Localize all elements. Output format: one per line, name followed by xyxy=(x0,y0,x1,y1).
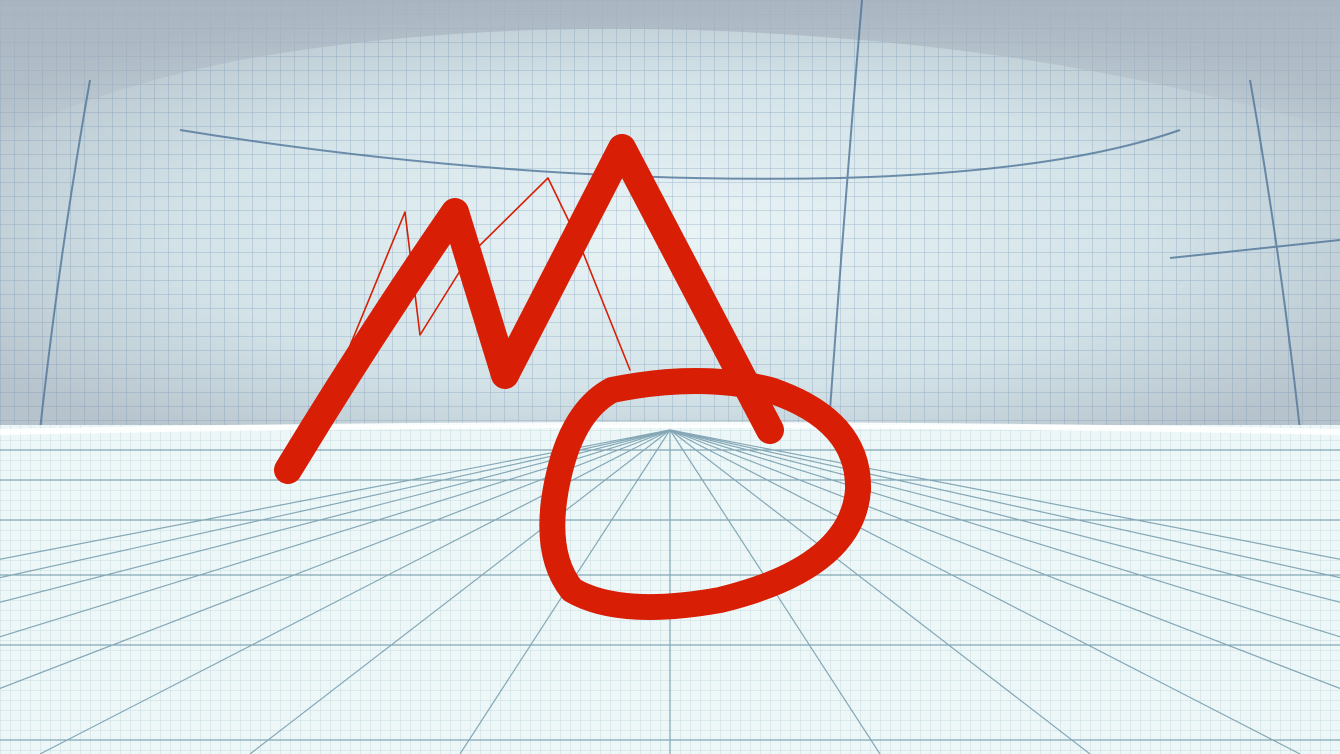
room-edges xyxy=(39,0,1340,431)
mountain-brush-stroke[interactable] xyxy=(274,134,784,484)
circle-brush-stroke[interactable] xyxy=(539,368,872,621)
floor-plane xyxy=(0,422,1340,754)
